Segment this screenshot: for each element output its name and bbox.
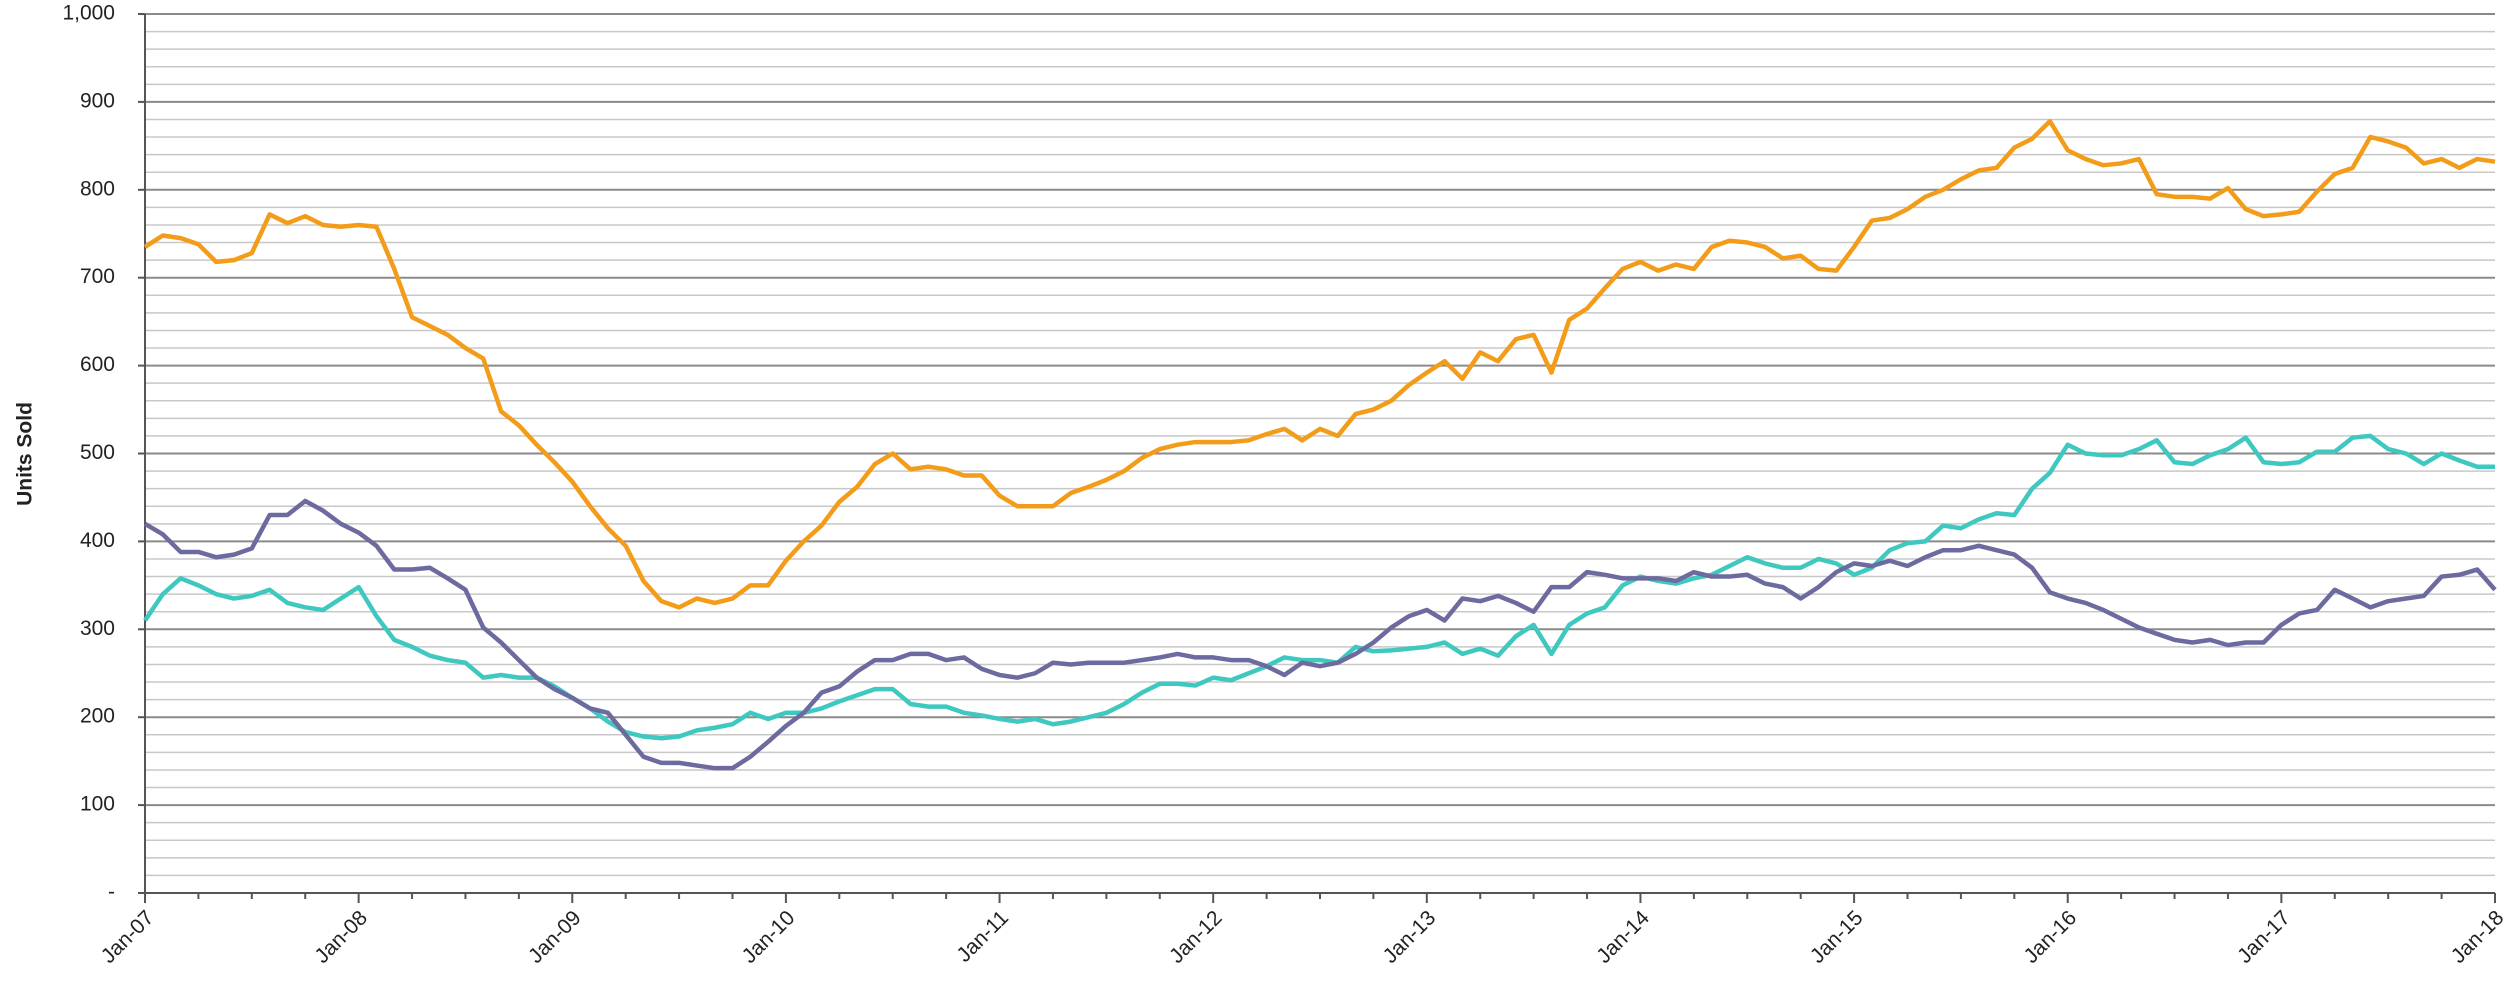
x-tick-label: Jan-16 [2020,906,2082,968]
x-tick-label: Jan-08 [310,906,372,968]
y-tick-label: 500 [80,441,115,464]
y-tick-label: 400 [80,529,115,552]
series-line [143,498,2497,771]
x-tick-label: Jan-17 [2233,906,2295,968]
series-line [143,118,2496,610]
y-tick-label: 200 [80,705,115,728]
x-tick-label: Jan-15 [1806,906,1868,968]
y-tick-label: 100 [80,793,115,816]
y-tick-label: 700 [80,265,115,288]
y-tick-label: 600 [80,353,115,376]
x-tick-label: Jan-18 [2447,906,2509,968]
y-tick-label: 1,000 [62,2,115,25]
y-axis-label: Units Sold [14,402,37,506]
x-tick-label: Jan-14 [1592,906,1654,968]
x-tick-label: Jan-10 [738,906,800,968]
x-tick-label: Jan-12 [1165,906,1227,968]
x-tick-label: Jan-13 [1379,906,1441,968]
y-tick-label: 800 [80,177,115,200]
series-line [143,433,2495,741]
x-tick-label: Jan-11 [952,906,1013,967]
y-tick-label: - [108,881,115,904]
y-tick-label: 900 [80,89,115,112]
x-tick-label: Jan-09 [524,906,586,968]
x-tick-label: Jan-07 [97,906,159,968]
y-tick-label: 300 [80,617,115,640]
